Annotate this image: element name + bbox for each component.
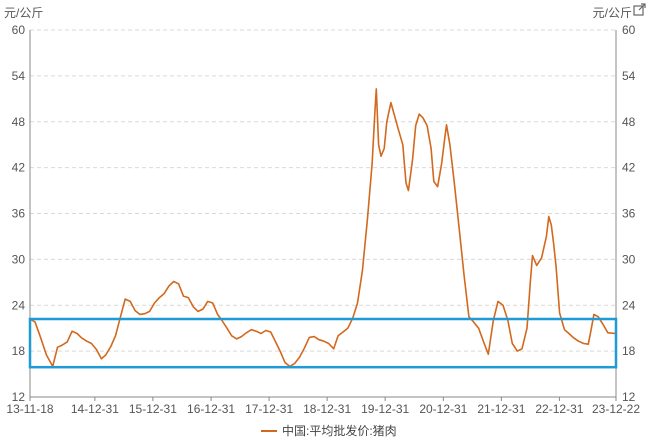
series-lines (29, 88, 617, 368)
y-tick-label-left: 24 (12, 298, 26, 312)
highlight-box (28, 317, 618, 369)
x-tick-label: 18-12-31 (303, 402, 351, 416)
annotations (28, 317, 618, 369)
y-axis-right-tick-labels: 12 18 24 30 36 42 48 54 60 (622, 23, 636, 404)
y-tick-label-left: 36 (12, 207, 26, 221)
legend[interactable]: 中国:平均批发价:猪肉 (261, 423, 397, 438)
y-tick-label-right: 48 (622, 115, 636, 129)
y-tick-label-left: 54 (12, 69, 26, 83)
y-tick-label-left: 48 (12, 115, 26, 129)
y-tick-label-left: 60 (12, 23, 26, 37)
y-tick-label-right: 12 (622, 390, 636, 404)
y-tick-label-right: 24 (622, 298, 636, 312)
y-axis-left-unit: 元/公斤 (4, 6, 43, 20)
x-axis-tick-labels: 13-11-18 14-12-31 15-12-31 16-12-31 17-12-31… (6, 402, 640, 416)
x-tick-label: 14-12-31 (71, 402, 119, 416)
axes (29, 30, 617, 401)
x-tick-label: 15-12-31 (129, 402, 177, 416)
y-tick-label-right: 60 (622, 23, 636, 37)
y-tick-label-left: 42 (12, 161, 26, 175)
legend-label: 中国:平均批发价:猪肉 (282, 423, 397, 438)
y-tick-label-right: 42 (622, 161, 636, 175)
x-tick-label: 23-12-22 (592, 402, 640, 416)
x-tick-label: 20-12-31 (419, 402, 467, 416)
x-tick-label: 21-12-31 (477, 402, 525, 416)
x-tick-label: 13-11-18 (6, 402, 53, 416)
x-tick-label: 17-12-31 (245, 402, 293, 416)
y-tick-label-right: 18 (622, 344, 636, 358)
x-tick-label: 22-12-31 (535, 402, 583, 416)
export-icon[interactable] (633, 3, 646, 16)
y-tick-label-right: 54 (622, 69, 636, 83)
y-tick-label-right: 36 (622, 207, 636, 221)
series-line-pork-wholesale-price (29, 88, 617, 368)
y-axis-right-unit: 元/公斤 (593, 6, 632, 20)
y-tick-label-left: 30 (12, 252, 26, 266)
y-axis-left-tick-labels: 12 18 24 30 36 42 48 54 60 (12, 23, 26, 404)
y-tick-label-left: 12 (12, 390, 26, 404)
y-tick-label-left: 18 (12, 344, 26, 358)
x-tick-label: 16-12-31 (187, 402, 235, 416)
x-tick-label: 19-12-31 (361, 402, 409, 416)
y-tick-label-right: 30 (622, 252, 636, 266)
